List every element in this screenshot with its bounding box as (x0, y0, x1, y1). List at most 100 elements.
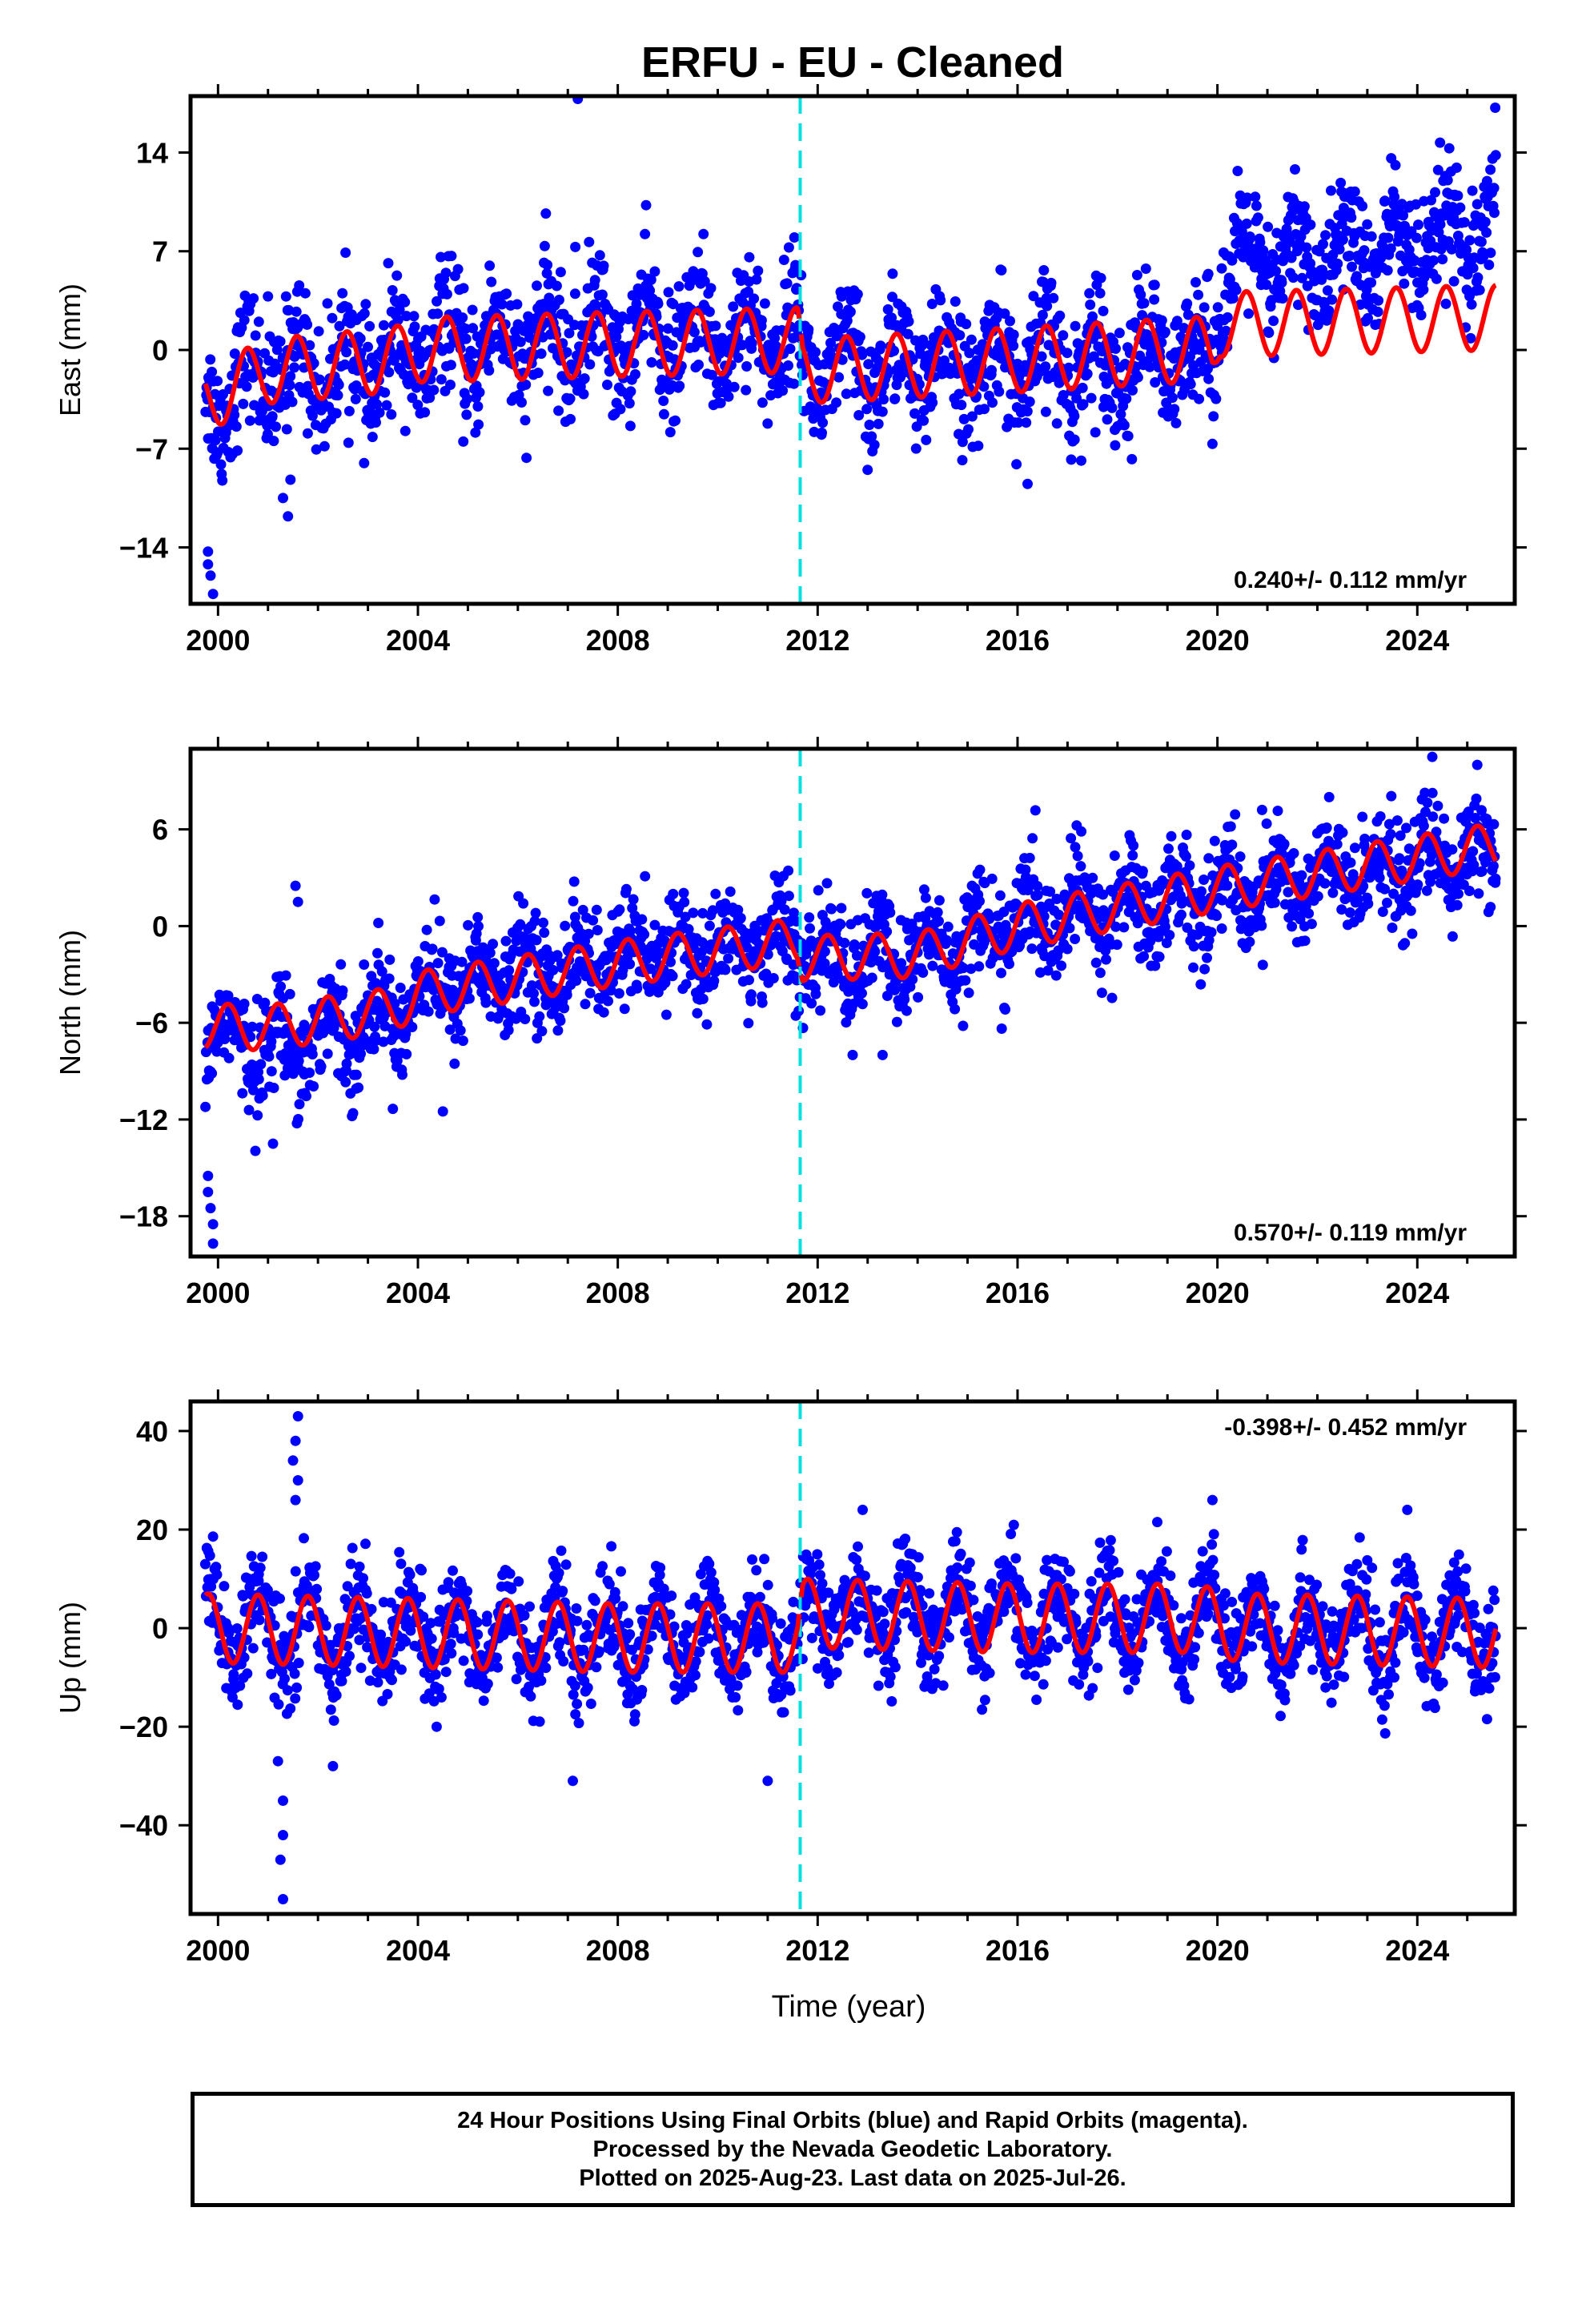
data-point (364, 320, 375, 332)
data-point (1362, 219, 1373, 230)
data-point (263, 1051, 275, 1062)
data-point (283, 304, 295, 316)
data-point (1336, 904, 1347, 915)
data-point (789, 232, 800, 243)
data-point (966, 963, 977, 975)
data-point (266, 1668, 277, 1679)
data-point (954, 330, 966, 341)
x-tick-label: 2012 (785, 1277, 849, 1309)
data-point (315, 1061, 327, 1072)
data-point (553, 295, 564, 305)
data-point (284, 988, 295, 999)
x-tick-label: 2020 (1186, 1277, 1250, 1309)
data-point (966, 411, 978, 422)
data-point (1452, 899, 1463, 911)
data-point (1431, 273, 1442, 284)
data-point (484, 365, 495, 376)
data-point (1488, 818, 1500, 830)
data-point (1261, 279, 1272, 290)
data-point (1473, 888, 1484, 899)
data-point (513, 1576, 524, 1587)
data-point (360, 299, 371, 310)
data-point (813, 885, 824, 896)
data-point (448, 1627, 460, 1638)
data-point (1058, 330, 1069, 341)
data-point (819, 946, 830, 957)
data-point (631, 299, 642, 309)
data-point (837, 354, 848, 365)
x-tick-label: 2000 (186, 1277, 250, 1309)
data-point (354, 1561, 365, 1572)
data-point (1312, 891, 1323, 902)
data-point (1225, 821, 1236, 832)
data-point (1094, 287, 1106, 299)
data-point (457, 312, 468, 324)
data-point (360, 1538, 371, 1550)
y-tick-label: 0 (152, 910, 168, 943)
data-point (1178, 323, 1190, 334)
data-point (1110, 343, 1121, 354)
data-point (1222, 312, 1233, 323)
data-point (667, 971, 678, 982)
data-point (963, 424, 974, 435)
outlier-point (203, 559, 214, 570)
data-point (624, 398, 635, 409)
data-point (539, 927, 550, 939)
model-fit-line (203, 918, 802, 1052)
outlier-point (847, 1049, 858, 1060)
data-point (1171, 316, 1182, 327)
data-point (302, 319, 313, 330)
data-point (1387, 923, 1398, 933)
plot-area-north (200, 749, 1501, 1256)
data-point (328, 1023, 339, 1033)
data-point (939, 355, 950, 366)
data-point (250, 1145, 261, 1156)
data-point (1268, 316, 1279, 327)
data-point (1028, 291, 1039, 302)
data-point (373, 918, 384, 928)
data-point (1464, 886, 1475, 896)
data-point (345, 1558, 356, 1570)
data-point (445, 360, 456, 371)
data-point (1432, 800, 1443, 811)
x-tick-label: 2024 (1385, 1277, 1449, 1309)
data-point (958, 1020, 969, 1031)
data-point (396, 1558, 407, 1570)
outlier-point (283, 511, 294, 522)
data-point (709, 975, 720, 987)
data-point (1222, 880, 1233, 891)
outlier-point (263, 291, 274, 302)
data-point (901, 1005, 912, 1016)
data-point (1149, 294, 1160, 305)
data-point (1013, 417, 1024, 428)
data-point (1452, 190, 1464, 201)
data-point (1121, 393, 1132, 404)
data-point (1211, 393, 1222, 404)
data-point (1327, 294, 1338, 305)
data-point (1250, 191, 1261, 203)
data-point (1303, 908, 1315, 919)
data-point (1170, 417, 1182, 428)
data-point (400, 1028, 412, 1039)
data-point (210, 435, 221, 446)
data-point (467, 304, 478, 316)
outlier-point (205, 570, 216, 581)
data-point (284, 380, 295, 391)
data-point (1064, 923, 1075, 934)
data-point (362, 1642, 373, 1653)
data-point (1366, 277, 1377, 288)
data-point (1375, 811, 1386, 822)
data-point (219, 1581, 230, 1592)
data-point (536, 1675, 547, 1687)
data-point (963, 987, 974, 999)
data-point (994, 386, 1005, 397)
data-point (311, 444, 322, 455)
y-axis-label-north: North (mm) (54, 930, 86, 1076)
data-point (1385, 243, 1396, 254)
data-point (625, 386, 636, 397)
x-tick-label: 2004 (386, 624, 450, 657)
data-point (445, 380, 456, 390)
data-point (521, 452, 532, 464)
data-point (697, 907, 709, 919)
data-point (229, 409, 240, 420)
